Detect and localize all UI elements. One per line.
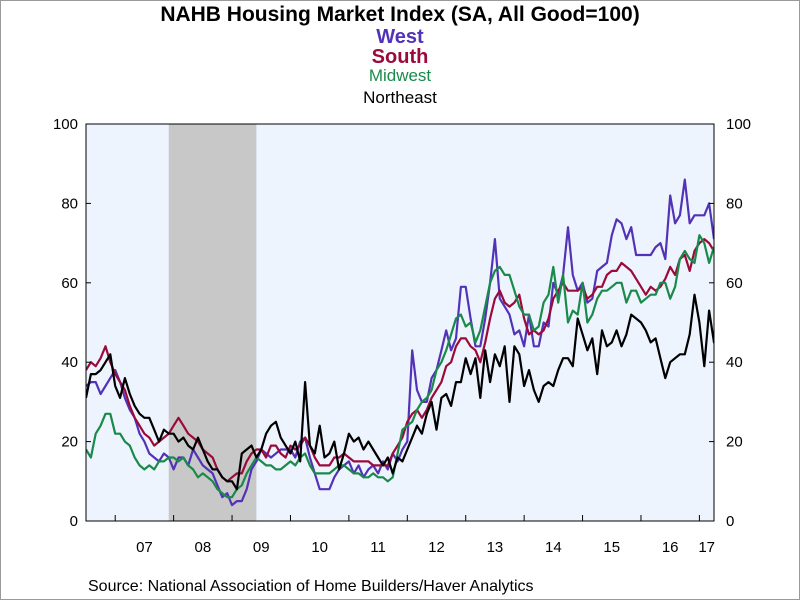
y-tick-label-left: 60 bbox=[61, 275, 78, 292]
legend-south: South bbox=[371, 46, 429, 68]
y-tick-label-right: 0 bbox=[726, 513, 734, 530]
plot-border bbox=[85, 123, 715, 522]
legend-west: West bbox=[376, 26, 424, 48]
series-line-west bbox=[86, 178, 714, 507]
y-tick-label-left: 80 bbox=[61, 195, 78, 212]
x-tick-label: 09 bbox=[253, 539, 270, 556]
y-tick-label-right: 100 bbox=[726, 116, 751, 133]
y-tick-label-left: 100 bbox=[53, 116, 78, 133]
legend-midwest: Midwest bbox=[368, 66, 432, 85]
x-tick-label: 17 bbox=[698, 539, 715, 556]
x-tick-label: 08 bbox=[194, 539, 211, 556]
y-tick-label-left: 0 bbox=[70, 513, 78, 530]
x-tick-label: 10 bbox=[311, 539, 328, 556]
y-tick-label-left: 40 bbox=[61, 354, 78, 371]
x-tick-label: 12 bbox=[428, 539, 445, 556]
x-tick-label: 15 bbox=[603, 539, 620, 556]
y-tick-label-right: 80 bbox=[726, 195, 743, 212]
source-note: Source: National Association of Home Bui… bbox=[88, 578, 534, 595]
recession-shading bbox=[168, 124, 257, 521]
x-tick-label: 13 bbox=[487, 539, 504, 556]
y-tick-label-left: 20 bbox=[61, 434, 78, 451]
x-tick-label: 14 bbox=[545, 539, 562, 556]
y-tick-label-right: 40 bbox=[726, 354, 743, 371]
y-tick-label-right: 60 bbox=[726, 275, 743, 292]
x-tick-label: 07 bbox=[136, 539, 153, 556]
chart-title: NAHB Housing Market Index (SA, All Good=… bbox=[160, 3, 640, 26]
series-line-northeast bbox=[86, 293, 714, 491]
series-line-midwest bbox=[86, 234, 714, 499]
legend-northeast: Northeast bbox=[363, 88, 437, 107]
x-tick-label: 11 bbox=[370, 539, 386, 556]
x-tick-label: 16 bbox=[662, 539, 679, 556]
y-tick-label-right: 20 bbox=[726, 434, 743, 451]
